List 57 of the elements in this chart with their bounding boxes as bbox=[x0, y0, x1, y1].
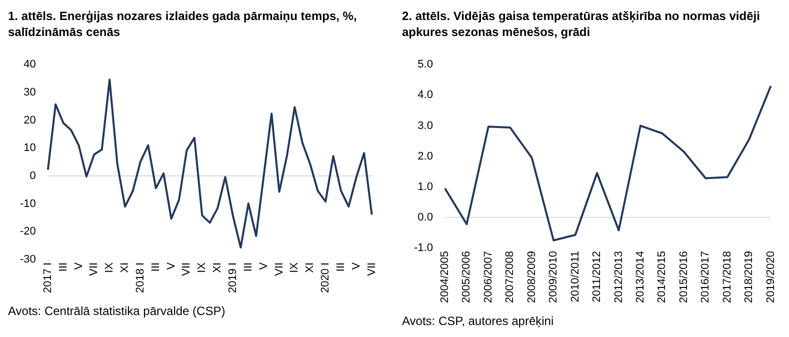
text: Avots: Centrālā statistika pārvalde (CSP) bbox=[8, 304, 226, 318]
x-tick-label: III bbox=[150, 262, 162, 272]
x-tick-label: 2011/2012 bbox=[591, 251, 604, 302]
x-tick-label: 2014/2015 bbox=[656, 251, 668, 303]
y-tick-label: -20 bbox=[20, 226, 36, 238]
x-tick-label: XI bbox=[212, 262, 224, 273]
y-tick-label: 30 bbox=[24, 86, 36, 98]
x-tick-label: III bbox=[57, 262, 70, 272]
y-tick-label: 3.0 bbox=[418, 120, 433, 132]
y-tick-label: 40 bbox=[24, 58, 36, 71]
chart-title: 1. attēls. Enerģijas nozares izlaides gada pārmaiņu temps, %, salīdzināmās cenās bbox=[8, 8, 358, 41]
y-tick-label: -1.0 bbox=[414, 242, 433, 254]
x-tick-label: 2015/2016 bbox=[678, 251, 690, 303]
x-tick-label: 2006/2007 bbox=[482, 251, 494, 303]
x-tick-label: 2017/2018 bbox=[721, 251, 734, 303]
y-tick-label: -30 bbox=[20, 253, 36, 266]
x-tick-label: 2013/2014 bbox=[634, 251, 646, 303]
y-tick-label: 2.0 bbox=[418, 150, 433, 162]
x-tick-label: 2019/2020 bbox=[764, 251, 777, 303]
x-tick-label: IX bbox=[196, 262, 208, 273]
x-tick-label: 2019 I bbox=[227, 262, 240, 294]
x-tick-label: 2009/2010 bbox=[548, 251, 560, 303]
x-tick-label: V bbox=[350, 262, 362, 270]
y-tick-label: 0.0 bbox=[418, 211, 433, 224]
x-tick-label: 2004/2005 bbox=[438, 251, 451, 303]
y-tick-label: 5.0 bbox=[418, 58, 433, 71]
y-tick-label: 20 bbox=[24, 114, 36, 126]
x-tick-label: 2010/2011 bbox=[569, 251, 582, 302]
x-tick-label: XI bbox=[304, 262, 316, 273]
y-tick-label: -10 bbox=[20, 198, 36, 210]
x-tick-label: VII bbox=[180, 262, 193, 276]
x-tick-label: 2018/2019 bbox=[743, 251, 756, 303]
x-tick-label: 2008/2009 bbox=[526, 251, 538, 303]
x-tick-label: VII bbox=[88, 262, 100, 276]
x-tick-label: IX bbox=[288, 262, 301, 273]
x-tick-label: III bbox=[242, 262, 254, 272]
x-tick-label: 2016/2017 bbox=[700, 251, 712, 303]
x-tick-label: 2005/2006 bbox=[460, 251, 473, 303]
text: Avots: CSP, autores aprēķini bbox=[402, 314, 555, 328]
chart-title: 2. attēls. Vidējās gaisa temperatūras atšķirība no normas vidēji apkures sezonas mēnešos, grādi bbox=[402, 8, 761, 41]
y-tick-label: 0 bbox=[30, 170, 36, 182]
y-tick-label: 1.0 bbox=[418, 180, 433, 193]
x-tick-label: VII bbox=[366, 262, 378, 276]
x-tick-label: 2018 I bbox=[134, 262, 146, 294]
x-tick-label: III bbox=[334, 262, 347, 272]
x-tick-label: 2007/2008 bbox=[504, 251, 516, 303]
x-tick-label: V bbox=[258, 262, 270, 270]
x-tick-label: XI bbox=[119, 262, 132, 273]
x-tick-label: V bbox=[72, 262, 85, 270]
y-tick-label: 4.0 bbox=[418, 89, 433, 102]
y-tick-label: 10 bbox=[24, 142, 36, 154]
x-tick-label: 2017 I bbox=[42, 262, 54, 294]
x-tick-label: V bbox=[165, 262, 178, 270]
x-tick-label: 2012/2013 bbox=[612, 251, 625, 303]
x-tick-label: VII bbox=[273, 262, 286, 276]
x-tick-label: 2020 I bbox=[320, 262, 332, 294]
x-tick-label: IX bbox=[104, 262, 116, 273]
